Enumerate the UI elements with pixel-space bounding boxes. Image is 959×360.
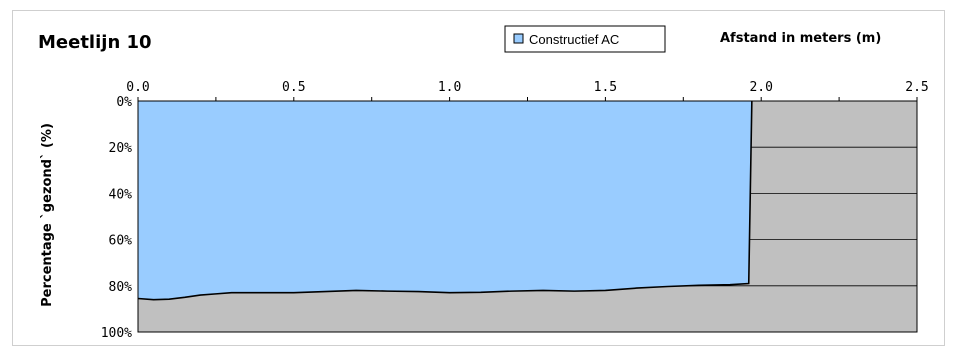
x-tick-label: 2.0 [749,80,772,95]
y-axis-title: Percentage `gezond` (%) [40,123,55,307]
y-tick-label: 80% [109,280,133,295]
y-axis: 0% 20% 40% 60% 80% 100% [101,95,132,341]
series-outline-constructief-ac [137,100,753,301]
x-axis: 0.0 0.5 1.0 1.5 2.0 2.5 [126,80,929,101]
legend-swatch-constructief-ac [513,33,524,44]
x-tick-label: 0.0 [126,80,149,95]
y-tick-label: 20% [109,141,133,156]
y-tick-label: 40% [109,187,133,202]
legend-box [504,25,666,53]
y-tick-label: 60% [109,234,133,249]
series-area-constructief-ac [138,101,752,300]
x-tick-label: 1.5 [594,80,617,95]
chart-title: Meetlijn 10 [38,32,152,53]
legend-label-constructief-ac: Constructief AC [529,32,619,47]
x-axis-title: Afstand in meters (m) [720,31,881,46]
x-tick-label: 0.5 [282,80,305,95]
x-tick-label: 1.0 [438,80,461,95]
legend: Constructief AC [504,25,666,53]
y-tick-label: 100% [101,326,132,341]
y-tick-label: 0% [116,95,132,110]
x-tick-label: 2.5 [905,80,928,95]
